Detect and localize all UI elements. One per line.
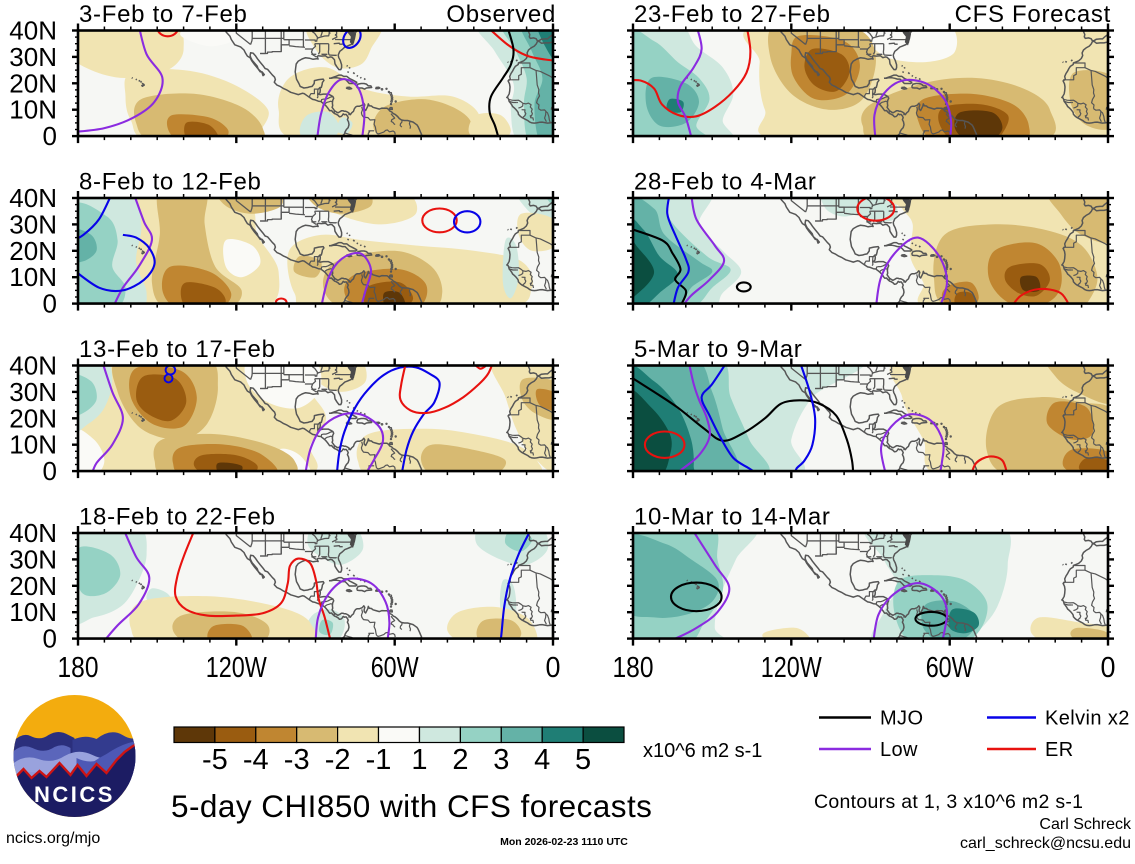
svg-text:Carl Schreck: Carl Schreck xyxy=(1039,816,1132,833)
svg-text:120W: 120W xyxy=(761,652,822,684)
svg-text:ncics.org/mjo: ncics.org/mjo xyxy=(6,830,100,847)
svg-text:20N: 20N xyxy=(9,403,57,433)
svg-text:5-Mar to 9-Mar: 5-Mar to 9-Mar xyxy=(634,336,803,363)
svg-text:40N: 40N xyxy=(9,16,57,46)
svg-text:0: 0 xyxy=(43,289,57,319)
svg-text:28-Feb to 4-Mar: 28-Feb to 4-Mar xyxy=(634,169,817,196)
svg-text:3-Feb to 7-Feb: 3-Feb to 7-Feb xyxy=(79,1,248,28)
svg-text:Observed: Observed xyxy=(446,1,556,28)
svg-text:40N: 40N xyxy=(9,518,57,548)
svg-text:30N: 30N xyxy=(9,377,57,407)
svg-text:-2: -2 xyxy=(325,744,351,776)
svg-text:0: 0 xyxy=(546,652,561,684)
svg-text:ER: ER xyxy=(1045,739,1074,761)
svg-text:x10^6 m2 s-1: x10^6 m2 s-1 xyxy=(643,740,762,762)
svg-text:13-Feb to 17-Feb: 13-Feb to 17-Feb xyxy=(79,336,276,363)
svg-text:10N: 10N xyxy=(9,597,57,627)
svg-text:MJO: MJO xyxy=(880,708,923,730)
svg-text:10N: 10N xyxy=(9,95,57,125)
svg-text:10N: 10N xyxy=(9,430,57,460)
svg-text:1: 1 xyxy=(411,744,427,776)
svg-text:NCICS: NCICS xyxy=(34,782,115,807)
svg-text:30N: 30N xyxy=(9,209,57,239)
svg-text:10N: 10N xyxy=(9,262,57,292)
svg-text:Contours at 1, 3 x10^6 m2 s-1: Contours at 1, 3 x10^6 m2 s-1 xyxy=(814,791,1083,813)
svg-text:0: 0 xyxy=(43,121,57,151)
svg-text:60W: 60W xyxy=(371,652,419,684)
svg-text:60W: 60W xyxy=(926,652,974,684)
svg-text:5-day CHI850 with CFS forecast: 5-day CHI850 with CFS forecasts xyxy=(171,788,652,824)
svg-text:10-Mar to 14-Mar: 10-Mar to 14-Mar xyxy=(634,504,831,531)
svg-text:20N: 20N xyxy=(9,236,57,266)
svg-text:-3: -3 xyxy=(284,744,310,776)
svg-text:Low: Low xyxy=(880,739,918,761)
svg-text:120W: 120W xyxy=(206,652,267,684)
svg-text:40N: 40N xyxy=(9,183,57,213)
svg-text:180: 180 xyxy=(58,652,99,684)
svg-text:40N: 40N xyxy=(9,351,57,381)
svg-text:4: 4 xyxy=(534,744,550,776)
svg-text:Mon 2026-02-23 1110 UTC: Mon 2026-02-23 1110 UTC xyxy=(500,836,628,848)
svg-text:20N: 20N xyxy=(9,571,57,601)
svg-text:30N: 30N xyxy=(9,42,57,72)
svg-text:3: 3 xyxy=(493,744,509,776)
svg-text:Kelvin x2: Kelvin x2 xyxy=(1045,708,1130,730)
svg-text:8-Feb to 12-Feb: 8-Feb to 12-Feb xyxy=(79,169,262,196)
svg-text:5: 5 xyxy=(575,744,591,776)
svg-text:20N: 20N xyxy=(9,68,57,98)
svg-text:carl_schreck@ncsu.edu: carl_schreck@ncsu.edu xyxy=(960,835,1131,852)
svg-text:30N: 30N xyxy=(9,544,57,574)
svg-text:23-Feb to 27-Feb: 23-Feb to 27-Feb xyxy=(634,1,831,28)
svg-text:-5: -5 xyxy=(202,744,228,776)
svg-text:0: 0 xyxy=(1101,652,1116,684)
svg-text:2: 2 xyxy=(452,744,468,776)
svg-text:-1: -1 xyxy=(366,744,392,776)
svg-text:0: 0 xyxy=(43,456,57,486)
svg-text:0: 0 xyxy=(43,624,57,654)
svg-text:CFS Forecast: CFS Forecast xyxy=(955,1,1111,28)
svg-text:-4: -4 xyxy=(243,744,269,776)
svg-text:180: 180 xyxy=(613,652,654,684)
svg-text:18-Feb to 22-Feb: 18-Feb to 22-Feb xyxy=(79,504,276,531)
